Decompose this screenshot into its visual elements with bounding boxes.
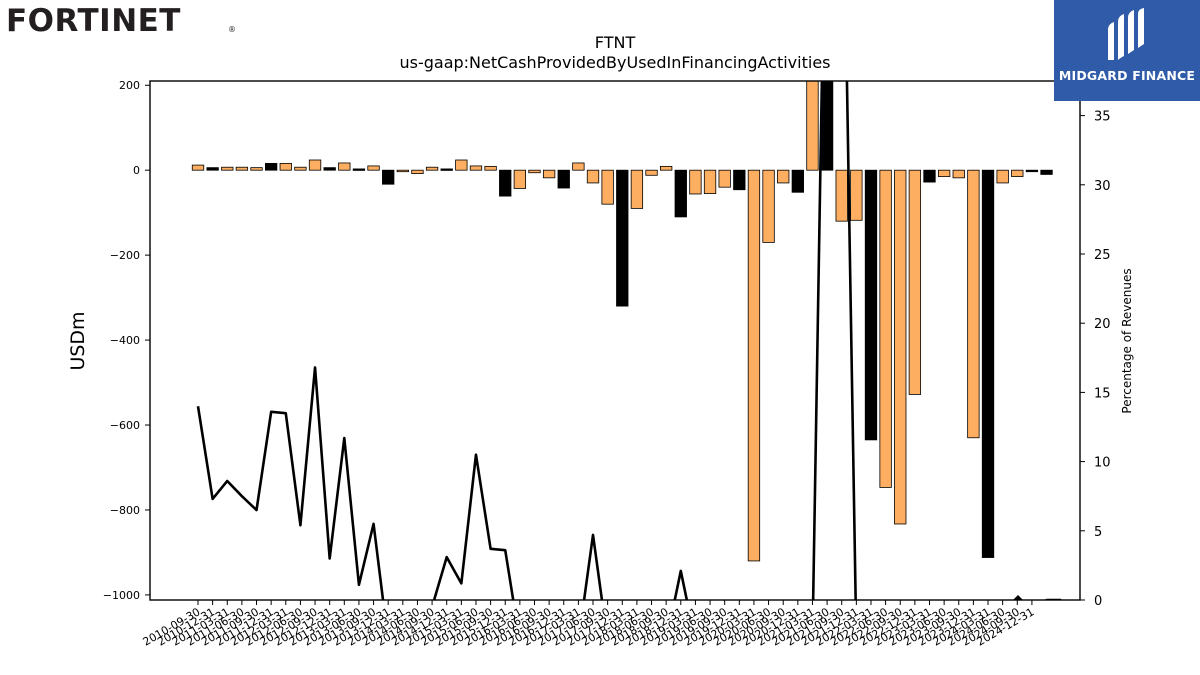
- bar-2015-09-30: [484, 165, 497, 171]
- bar-2019-03-31: [689, 169, 702, 195]
- bar-2010-09-30: [191, 164, 205, 171]
- y2-tick-label: 15: [1094, 386, 1111, 401]
- bar-2015-03-31: [455, 159, 468, 171]
- chart-title: FTNT: [595, 33, 636, 52]
- bar-2023-09-30: [952, 169, 965, 179]
- bar-2013-09-30: [367, 165, 380, 171]
- bar-2024-03-31: [981, 169, 995, 558]
- bar-2020-09-30: [777, 169, 790, 184]
- y2-tick-label: 0: [1094, 594, 1102, 609]
- midgard-finance-logo: MIDGARD FINANCE: [1054, 0, 1200, 101]
- left-axis: 200 0 −200 −400 −600 −800 −1000: [103, 79, 150, 602]
- bar-2012-06-30: [294, 166, 307, 171]
- bar-2014-09-30: [425, 166, 439, 171]
- bar-2021-03-31: [806, 81, 819, 171]
- bar-2010-12-31: [206, 167, 219, 171]
- bar-2016-03-31: [513, 169, 527, 189]
- bar-2014-03-31: [396, 169, 409, 173]
- y-tick-label: −600: [110, 419, 140, 432]
- bar-2015-12-31: [499, 169, 512, 197]
- bar-2012-12-31: [323, 167, 336, 171]
- bar-2018-06-30: [645, 169, 658, 176]
- bar-2017-12-31: [616, 169, 629, 307]
- y-tick-label: −200: [110, 249, 140, 262]
- bar-2019-09-30: [718, 169, 731, 188]
- bar-2024-09-30: [1011, 169, 1024, 177]
- bar-2021-09-30: [835, 169, 848, 222]
- bar-2018-03-31: [630, 169, 644, 209]
- bar-2013-06-30: [352, 168, 366, 171]
- bar-2011-06-30: [235, 166, 249, 171]
- y2-axis-label: Percentage of Revenues: [1120, 268, 1134, 413]
- bar-2023-12-31: [967, 169, 980, 439]
- bar-2015-06-30: [469, 165, 483, 171]
- line-layer: [196, 81, 1062, 600]
- bar-2019-12-31: [733, 169, 746, 191]
- bar-2017-09-30: [601, 169, 614, 205]
- y2-tick-label: 20: [1094, 317, 1111, 332]
- y-axis-label: USDm: [67, 311, 89, 370]
- bar-2023-06-30: [937, 169, 951, 177]
- bar-undefined: [1040, 169, 1053, 175]
- bar-2020-12-31: [791, 169, 804, 193]
- midgard-emblem-icon: [1108, 8, 1144, 60]
- y2-tick-label: 10: [1094, 456, 1111, 471]
- bar-2021-06-30: [820, 81, 834, 171]
- bar-2017-06-30: [586, 169, 600, 184]
- line-end-marker: [1013, 595, 1023, 600]
- y2-tick-label: 25: [1094, 248, 1111, 263]
- bar-2013-03-31: [338, 162, 351, 171]
- y2-tick-label: 30: [1094, 179, 1111, 194]
- bars-layer: [191, 81, 1053, 562]
- bar-2013-12-31: [382, 169, 395, 185]
- y2-tick-label: 35: [1094, 110, 1111, 125]
- plot-frame: [149, 80, 1081, 601]
- fortinet-registered-mark: ®: [228, 25, 236, 34]
- bar-2024-12-31: [1025, 169, 1039, 173]
- bar-2018-12-31: [674, 169, 687, 218]
- bar-2022-03-31: [864, 169, 878, 441]
- fortinet-logo-text: FORTINET: [6, 3, 181, 36]
- y-tick-label: 0: [133, 164, 140, 177]
- bar-2022-06-30: [879, 169, 892, 488]
- bar-2023-03-31: [923, 169, 936, 183]
- right-axis: 0 5 10 15 20 25 30 35: [1080, 110, 1111, 609]
- bar-2011-12-31: [264, 162, 278, 171]
- bar-2022-09-30: [894, 169, 907, 525]
- bar-2014-06-30: [411, 169, 424, 174]
- midgard-logo-text: MIDGARD FINANCE: [1058, 68, 1196, 83]
- y-tick-label: −1000: [103, 589, 140, 602]
- bar-2011-09-30: [250, 167, 263, 171]
- y-tick-label: −400: [110, 334, 140, 347]
- bar-2020-03-31: [747, 169, 761, 562]
- bar-2016-09-30: [542, 169, 556, 179]
- bar-2019-06-30: [703, 169, 717, 194]
- bar-2014-12-31: [440, 168, 453, 171]
- bar-2012-03-31: [279, 162, 292, 171]
- bar-2018-09-30: [660, 165, 673, 171]
- y-tick-label: 200: [119, 79, 140, 92]
- x-axis: 2010-09-302010-12-312011-03-312011-06-30…: [141, 600, 1036, 649]
- bar-2022-12-31: [908, 169, 922, 395]
- bar-2011-03-31: [221, 166, 234, 171]
- bar-2024-06-30: [996, 169, 1009, 184]
- fortinet-logo: FORTINET ®: [6, 3, 236, 36]
- y2-tick-label: 5: [1094, 525, 1102, 540]
- bar-2016-06-30: [528, 169, 541, 174]
- bar-2012-09-30: [308, 159, 322, 171]
- percentage-of-revenues-line: [196, 81, 1062, 600]
- bar-2020-06-30: [762, 169, 775, 243]
- chart-subtitle: us-gaap:NetCashProvidedByUsedInFinancing…: [399, 53, 830, 72]
- bar-2021-12-31: [850, 169, 863, 221]
- bar-2016-12-31: [557, 169, 570, 189]
- bar-2017-03-31: [572, 162, 585, 171]
- y-tick-label: −800: [110, 504, 140, 517]
